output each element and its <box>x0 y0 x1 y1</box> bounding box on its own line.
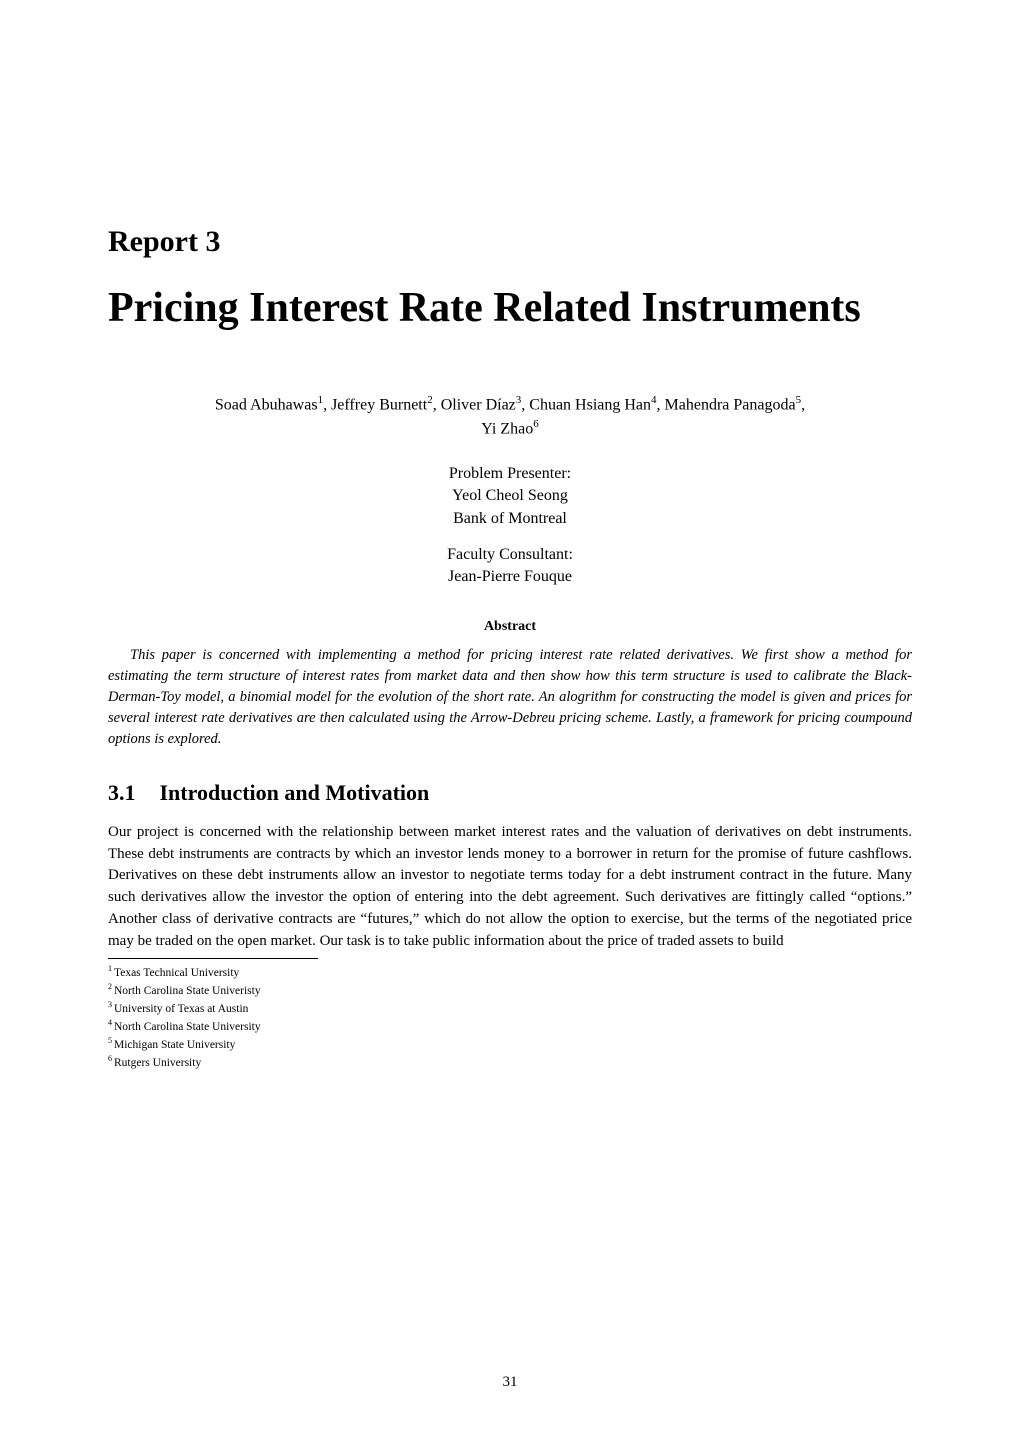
footnote-item: 5Michigan State University <box>122 1035 912 1053</box>
footnote-text: Michigan State University <box>114 1039 235 1051</box>
footnote-num: 2 <box>108 982 112 991</box>
presenter-affiliation: Bank of Montreal <box>108 508 912 530</box>
footnote-text: Rutgers University <box>114 1057 201 1069</box>
abstract-text: This paper is concerned with implementin… <box>108 645 912 750</box>
section-heading: 3.1 Introduction and Motivation <box>108 780 912 806</box>
footnote-item: 2North Carolina State Univeristy <box>122 981 912 999</box>
presenter-name: Yeol Cheol Seong <box>108 485 912 507</box>
footnote-item: 1Texas Technical University <box>122 963 912 981</box>
report-label: Report 3 <box>108 225 912 259</box>
section-number: 3.1 <box>108 780 136 805</box>
footnote-text: North Carolina State University <box>114 1021 261 1033</box>
footnote-num: 3 <box>108 1000 112 1009</box>
section-body: Our project is concerned with the relati… <box>108 822 912 953</box>
footnote-item: 4North Carolina State University <box>122 1017 912 1035</box>
footnote-item: 3University of Texas at Austin <box>122 999 912 1017</box>
footnote-text: North Carolina State Univeristy <box>114 985 261 997</box>
footnote-num: 6 <box>108 1054 112 1063</box>
section-title: Introduction and Motivation <box>160 780 430 805</box>
authors-line-1: Soad Abuhawas1, Jeffrey Burnett2, Oliver… <box>108 393 912 417</box>
footnote-text: Texas Technical University <box>114 967 239 979</box>
authors-block: Soad Abuhawas1, Jeffrey Burnett2, Oliver… <box>108 393 912 440</box>
abstract-heading: Abstract <box>108 619 912 635</box>
footnote-num: 1 <box>108 964 112 973</box>
footnotes-list: 1Texas Technical University 2North Carol… <box>122 963 912 1071</box>
presenter-label: Problem Presenter: <box>108 463 912 485</box>
page-title: Pricing Interest Rate Related Instrument… <box>108 283 912 333</box>
authors-line-2: Yi Zhao6 <box>108 417 912 441</box>
consultant-name: Jean-Pierre Fouque <box>108 566 912 588</box>
footnote-num: 5 <box>108 1036 112 1045</box>
consultant-label: Faculty Consultant: <box>108 544 912 566</box>
footnote-text: University of Texas at Austin <box>114 1003 248 1015</box>
presenter-block: Problem Presenter: Yeol Cheol Seong Bank… <box>108 463 912 530</box>
footnote-num: 4 <box>108 1018 112 1027</box>
consultant-block: Faculty Consultant: Jean-Pierre Fouque <box>108 544 912 589</box>
footnotes-rule <box>108 958 318 959</box>
footnote-item: 6Rutgers University <box>122 1053 912 1071</box>
page-number: 31 <box>0 1374 1020 1391</box>
